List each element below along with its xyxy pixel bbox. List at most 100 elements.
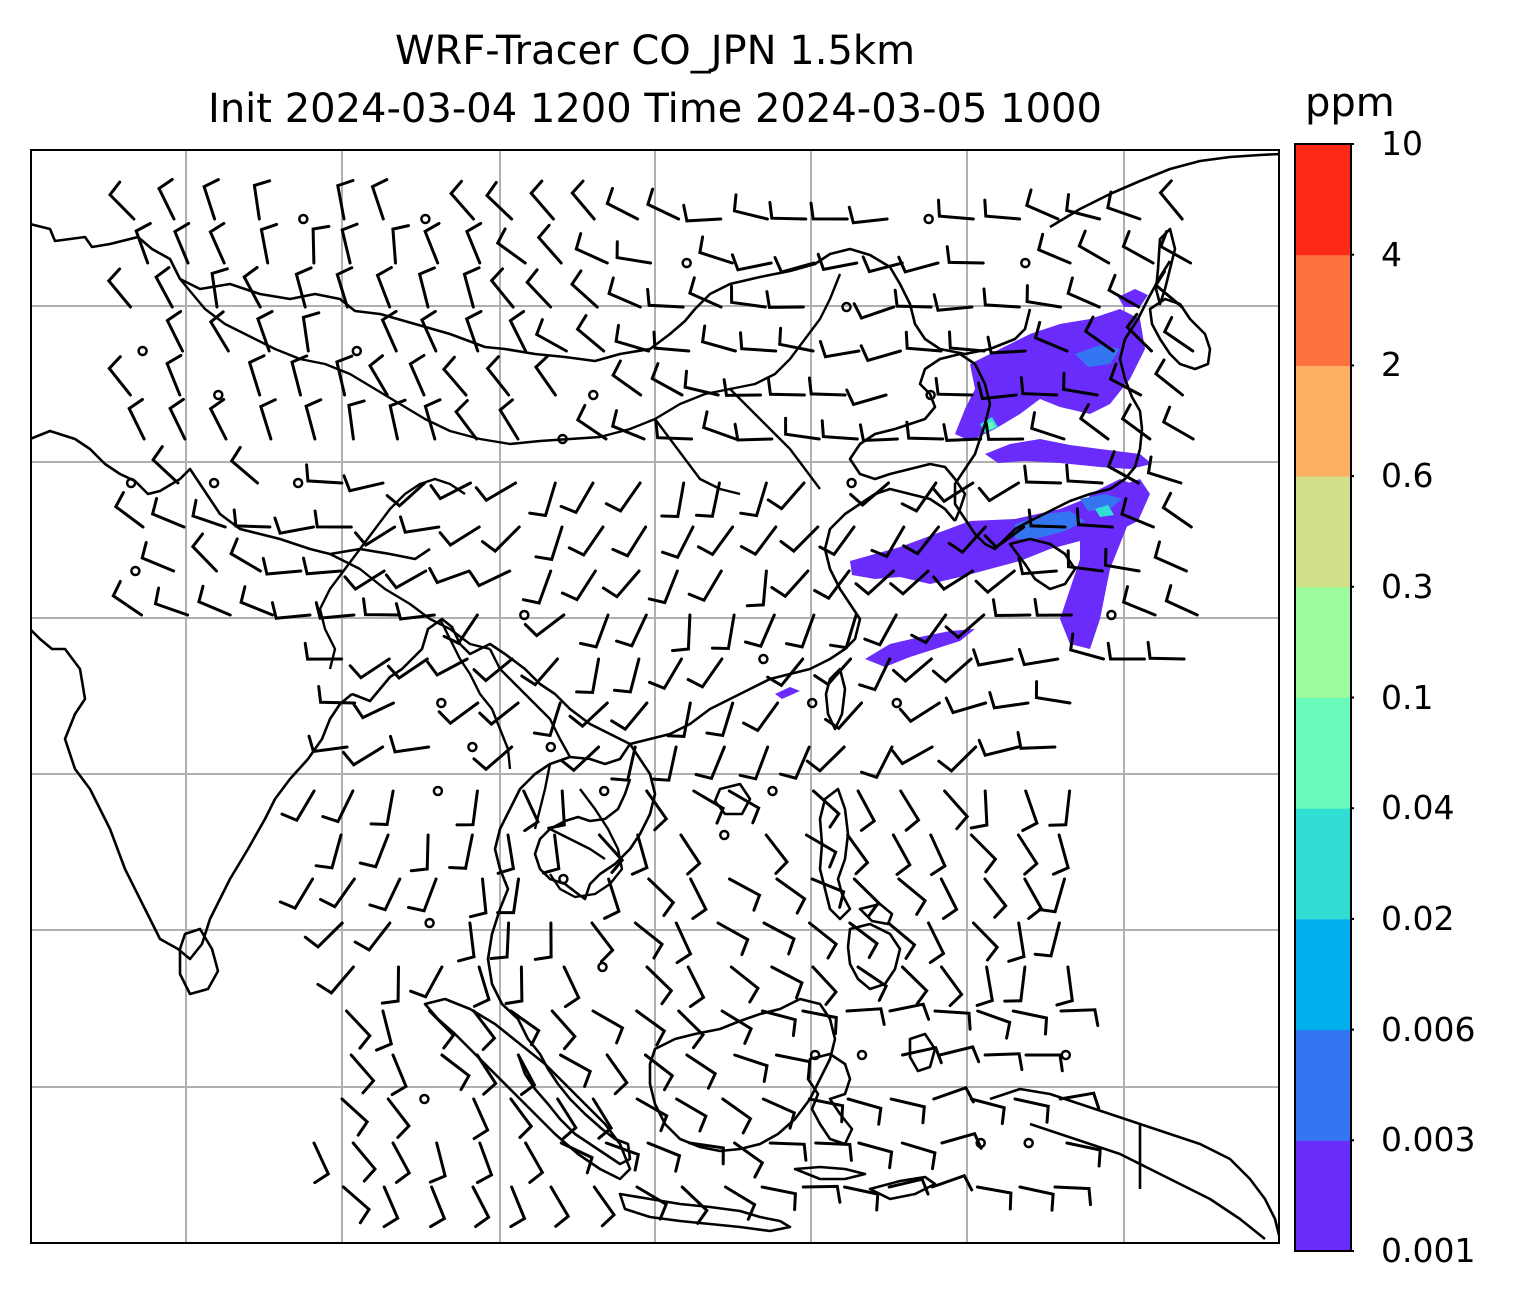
coastline-sakhalin — [1154, 227, 1177, 306]
wind-calm-circle — [137, 345, 148, 357]
wind-barb — [340, 222, 359, 265]
wind-barb — [738, 745, 770, 781]
wind-barb — [975, 1185, 1013, 1211]
colorbar-tick-label: 10 — [1381, 124, 1423, 163]
wind-barb — [933, 1009, 972, 1031]
coastline-maluku — [908, 1032, 937, 1073]
wind-barb — [654, 420, 694, 441]
wind-barb — [391, 1141, 412, 1184]
wind-calm-circle — [351, 345, 363, 357]
wind-barb — [556, 1097, 578, 1140]
wind-barbs — [106, 178, 1199, 1229]
plume-blue-patch — [1080, 494, 1122, 511]
wind-barb — [1083, 315, 1115, 353]
wind-barb — [846, 833, 870, 876]
wind-calm-circle — [424, 917, 435, 929]
wind-barb — [730, 253, 773, 272]
wind-barb — [721, 1097, 753, 1135]
wind-barb — [312, 1141, 331, 1185]
wind-barb — [106, 267, 132, 309]
wind-barb — [409, 965, 444, 999]
wind-barb — [127, 398, 146, 441]
wind-barb — [408, 353, 426, 397]
wind-barb — [858, 657, 892, 692]
wind-barb — [428, 1141, 447, 1184]
wind-barb — [352, 701, 395, 720]
wind-calm-circle — [809, 1049, 821, 1061]
wind-barb — [440, 1053, 471, 1092]
wind-barb — [778, 326, 815, 353]
wind-barb — [1103, 547, 1141, 573]
wind-barb — [1164, 584, 1199, 617]
colorbar-band — [1295, 1140, 1351, 1252]
wind-calm-circle — [467, 741, 478, 753]
coastline-philippines-luzon — [818, 787, 852, 921]
wind-barb — [168, 397, 187, 441]
wind-barb — [605, 186, 640, 221]
wind-barb — [496, 877, 520, 915]
wind-barb — [389, 734, 431, 754]
plume-blue-patch — [1075, 345, 1120, 367]
wind-barb — [570, 179, 596, 221]
wind-barb — [614, 323, 651, 353]
wind-barb — [635, 1009, 667, 1047]
wind-barb — [474, 481, 518, 503]
wind-barb — [807, 376, 847, 397]
wind-barb — [730, 284, 767, 309]
wind-barb — [165, 353, 183, 397]
wind-barb — [900, 481, 938, 513]
wind-barb — [605, 1053, 629, 1096]
wind-barb — [647, 877, 676, 917]
wind-barb — [1153, 540, 1188, 573]
wind-barb — [113, 491, 145, 529]
wind-barb — [468, 569, 512, 588]
colorbar-band — [1295, 1029, 1351, 1141]
wind-barb — [1077, 229, 1111, 265]
wind-barb — [259, 222, 279, 265]
wind-barb — [547, 789, 566, 830]
wind-barb — [820, 419, 859, 441]
border — [329, 552, 491, 651]
wind-barb — [509, 1009, 541, 1047]
wind-barb — [969, 833, 998, 874]
wind-barb — [860, 745, 894, 780]
wind-barb — [468, 877, 488, 919]
wind-barb — [816, 252, 859, 272]
wind-barb — [1029, 411, 1066, 441]
plume-korea-strip — [850, 479, 1150, 584]
wind-calm-circle — [588, 389, 599, 401]
wind-barb — [1066, 276, 1101, 309]
colorbar-bands — [1295, 144, 1351, 1252]
wind-barb — [354, 525, 397, 547]
wind-barb — [804, 833, 838, 869]
border — [318, 548, 361, 670]
wind-barb — [778, 745, 811, 780]
wind-barb — [818, 525, 856, 557]
wind-barb — [902, 525, 940, 556]
wind-barb — [1159, 230, 1193, 265]
wind-barb — [716, 921, 750, 957]
wind-barb — [305, 463, 344, 485]
wind-barb — [428, 1009, 456, 1050]
wind-barb — [391, 224, 410, 265]
wind-barb — [442, 613, 479, 646]
wind-barb — [536, 223, 563, 265]
wind-barb — [768, 200, 808, 221]
wind-barb — [197, 584, 232, 617]
wind-barb — [252, 179, 272, 221]
wind-barb — [675, 1097, 708, 1133]
wind-barb — [1162, 316, 1195, 353]
wind-barb — [229, 537, 262, 573]
wind-barb — [635, 1097, 669, 1133]
wind-barb — [1024, 1053, 1064, 1073]
wind-barb — [937, 198, 975, 221]
wind-calm-circle — [1106, 609, 1117, 621]
wind-barb — [858, 423, 899, 443]
wind-barb — [362, 597, 401, 617]
wind-barb — [489, 267, 515, 309]
wind-barb — [1037, 877, 1066, 914]
wind-barb — [984, 422, 1025, 441]
wind-barb — [818, 340, 861, 359]
wind-barb — [633, 921, 664, 960]
wind-barb — [258, 398, 277, 441]
